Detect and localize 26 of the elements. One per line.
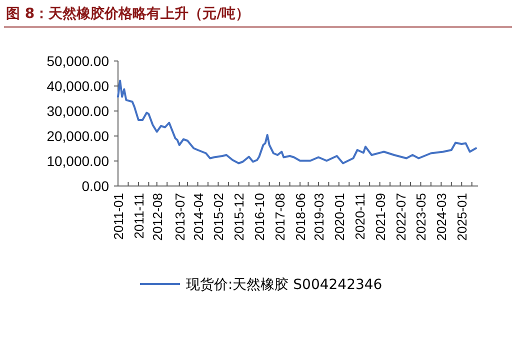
title: 图 8：天然橡胶价格略有上升（元/吨）: [6, 6, 250, 22]
y-tick-label: 0.00: [82, 178, 110, 194]
x-tick-label: 2022-07: [393, 193, 408, 241]
x-tick-label: 2011-01: [111, 193, 126, 240]
x-tick-label: 2011-11: [131, 193, 146, 239]
x-tick-label: 2015-12: [232, 193, 247, 241]
x-tick-label: 2018-06: [293, 193, 308, 241]
x-tick-label: 2023-05: [414, 193, 429, 241]
x-tick-label: 2025-01: [454, 193, 470, 241]
y-tick-label: 10,000.00: [46, 153, 110, 169]
x-tick-label: 2021-09: [372, 193, 388, 241]
x-tick-label: 2015-02: [211, 193, 226, 241]
x-tick-label: 2016-10: [252, 193, 268, 241]
x-tick-label: 2012-08: [150, 193, 165, 241]
x-tick-label: 2019-03: [311, 193, 326, 241]
y-tick-label: 20,000.00: [46, 128, 110, 144]
x-tick-label: 2013-07: [172, 193, 188, 241]
x-tick-label: 2020-01: [332, 193, 347, 241]
y-tick-label: 40,000.00: [46, 78, 110, 94]
x-tick-label: 2020-11: [352, 193, 368, 240]
y-tick-label: 30,000.00: [46, 103, 110, 119]
x-tick-label: 2017-08: [272, 193, 288, 241]
x-tick-label: 2024-03: [434, 193, 450, 241]
x-tick-label: 2014-04: [190, 193, 206, 241]
y-tick-label: 50,000.00: [46, 53, 110, 69]
legend-label: 现货价:天然橡胶 S004242346: [186, 277, 382, 293]
